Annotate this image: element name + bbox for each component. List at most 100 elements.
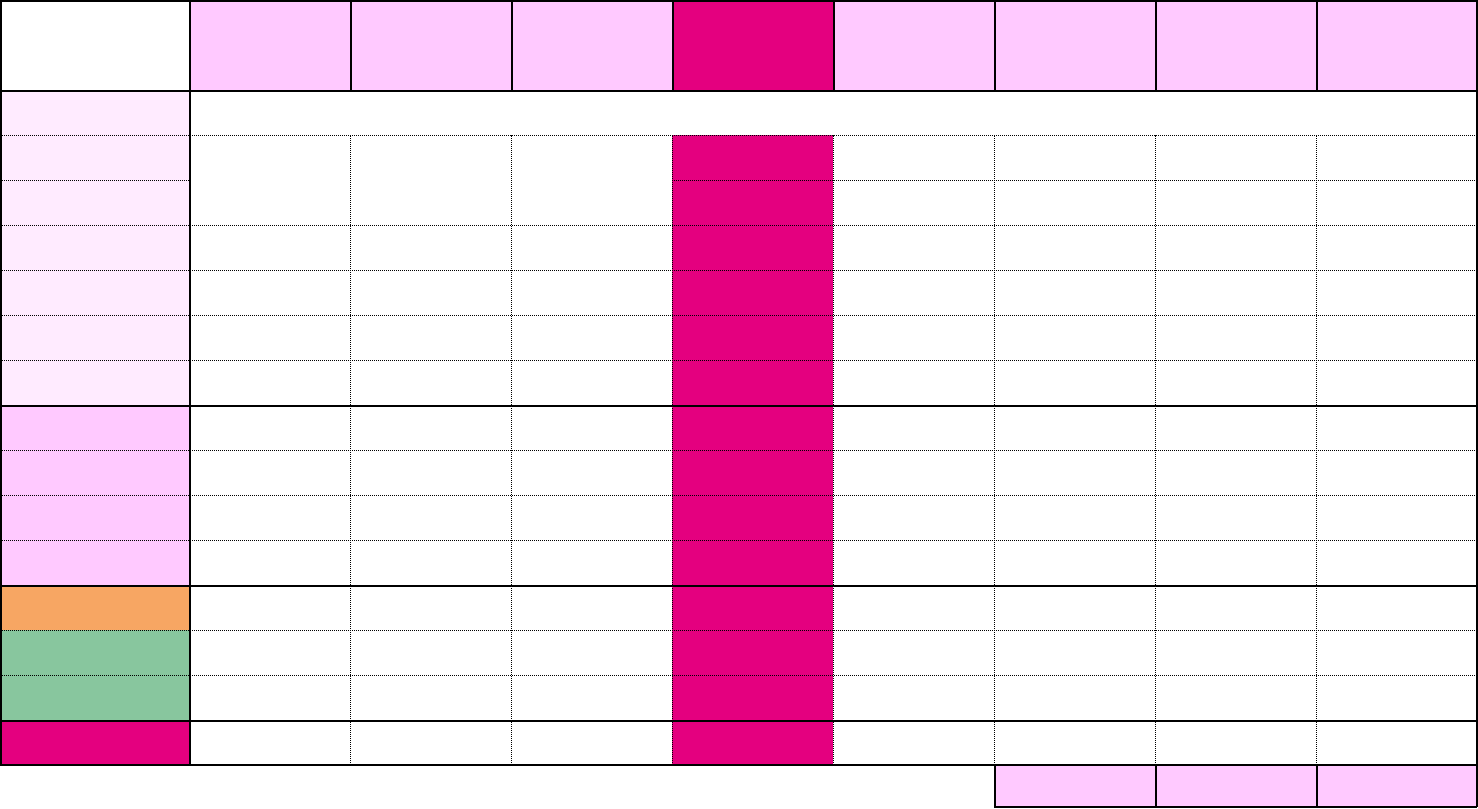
data-cell (1316, 540, 1477, 585)
header-divider (511, 0, 513, 90)
data-cell (833, 360, 994, 405)
row-label-cell (0, 315, 189, 360)
header-divider (672, 0, 674, 90)
data-cell (994, 180, 1155, 225)
grid-right-border (1476, 0, 1478, 765)
data-cell (994, 585, 1155, 630)
row-label-cell (0, 405, 189, 450)
data-cell (1316, 405, 1477, 450)
header-cell (1316, 0, 1477, 90)
data-cell (833, 315, 994, 360)
data-cell (994, 405, 1155, 450)
data-cell (511, 630, 672, 675)
section-divider (0, 764, 1477, 766)
row-divider (0, 270, 1477, 271)
column-divider (672, 135, 673, 765)
section-divider (0, 585, 1477, 587)
highlight-column-cell (672, 540, 833, 585)
header-cell (833, 0, 994, 90)
row-label-cell (0, 720, 189, 765)
data-cell (833, 135, 994, 180)
highlight-column-cell (672, 405, 833, 450)
data-cell (189, 315, 350, 360)
highlight-column-cell (672, 315, 833, 360)
header-corner-cell (0, 0, 189, 90)
row-label-cell (0, 585, 189, 630)
header-divider (994, 0, 996, 90)
data-cell (350, 630, 511, 675)
data-cell (833, 450, 994, 495)
row-label-cell (0, 135, 189, 180)
data-cell (350, 540, 511, 585)
row-label-cell (0, 270, 189, 315)
data-cell (189, 540, 350, 585)
data-cell (1155, 180, 1316, 225)
data-cell (511, 495, 672, 540)
highlight-column-cell (672, 585, 833, 630)
row-label-cell (0, 630, 189, 675)
header-divider (833, 0, 835, 90)
footer-cell (1316, 765, 1477, 807)
highlight-column-cell (672, 675, 833, 720)
data-cell (994, 720, 1155, 765)
data-cell (511, 135, 672, 180)
grid-left-border (0, 0, 2, 765)
highlight-column-cell (672, 135, 833, 180)
data-cell (511, 180, 672, 225)
column-divider (350, 135, 351, 765)
row-divider (672, 180, 1477, 181)
data-cell (350, 135, 511, 180)
column-divider (994, 135, 995, 765)
footer-cell (994, 765, 1155, 807)
data-cell (189, 360, 350, 405)
data-cell (511, 720, 672, 765)
data-cell (1155, 360, 1316, 405)
row-divider (0, 225, 1477, 226)
data-cell (1155, 225, 1316, 270)
data-cell (511, 315, 672, 360)
data-cell (1316, 135, 1477, 180)
data-cell (833, 720, 994, 765)
highlight-column-cell (672, 180, 833, 225)
footer-divider (994, 765, 996, 807)
data-cell (189, 180, 350, 225)
row-label-cell (0, 675, 189, 720)
data-cell (511, 540, 672, 585)
row-divider (0, 450, 1477, 451)
header-cell (994, 0, 1155, 90)
data-cell (1316, 630, 1477, 675)
data-cell (1155, 450, 1316, 495)
data-cell (1316, 495, 1477, 540)
data-cell (511, 270, 672, 315)
data-cell (994, 495, 1155, 540)
row-label-cell (0, 90, 189, 135)
column-divider (833, 135, 834, 765)
data-cell (994, 450, 1155, 495)
row-divider (0, 135, 1477, 136)
label-column-border (189, 0, 191, 765)
data-cell (511, 360, 672, 405)
data-cell (1155, 630, 1316, 675)
row-label-cell (0, 180, 189, 225)
footer-cell (1155, 765, 1316, 807)
data-cell (189, 225, 350, 270)
data-cell (511, 225, 672, 270)
data-cell (189, 135, 350, 180)
row-divider (0, 360, 1477, 361)
highlight-column-cell (672, 270, 833, 315)
header-cell (189, 0, 350, 90)
highlight-column-cell (672, 720, 833, 765)
data-cell (511, 585, 672, 630)
data-cell (1316, 225, 1477, 270)
data-cell (189, 675, 350, 720)
data-cell (350, 450, 511, 495)
data-cell (833, 675, 994, 720)
footer-divider (1476, 765, 1478, 807)
highlight-column-cell (672, 225, 833, 270)
data-cell (189, 585, 350, 630)
data-cell (1316, 360, 1477, 405)
header-cell (1155, 0, 1316, 90)
data-cell (1155, 585, 1316, 630)
section-divider (0, 0, 1477, 2)
